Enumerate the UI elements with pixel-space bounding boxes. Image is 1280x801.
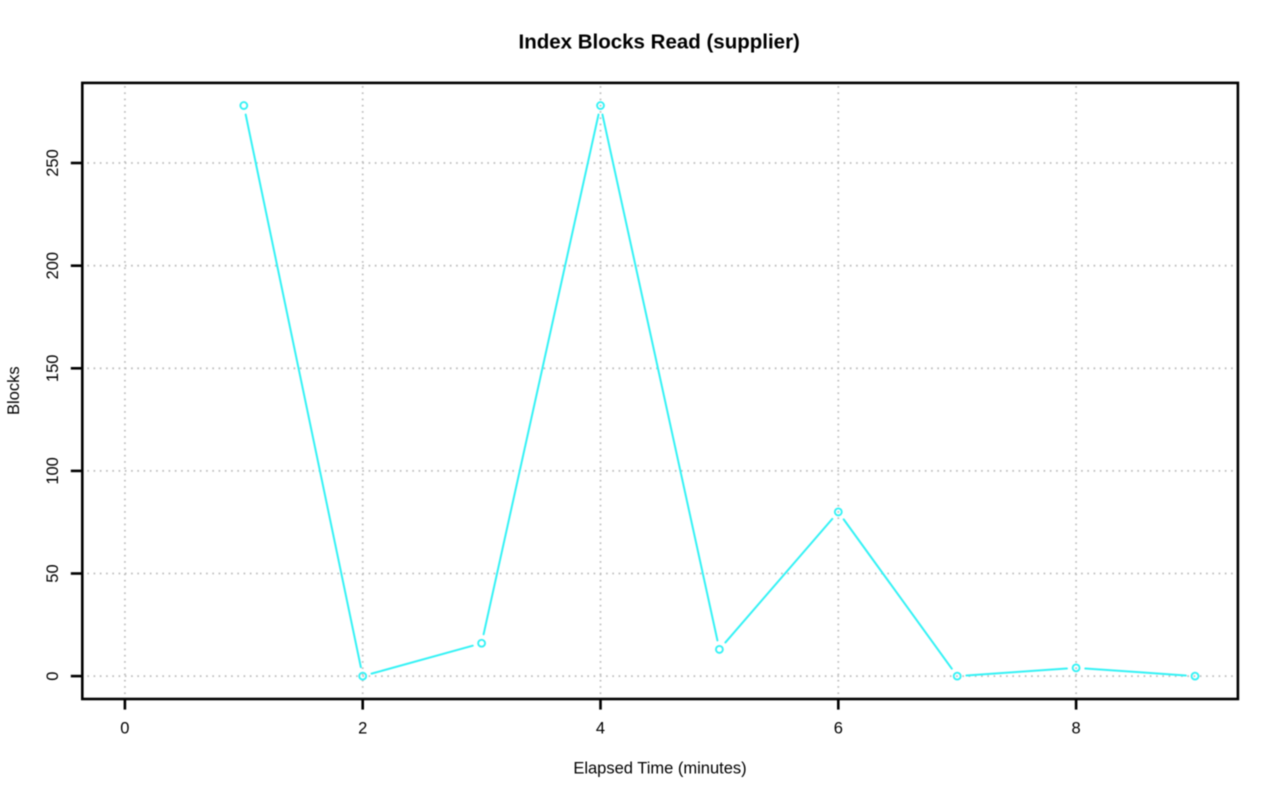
svg-text:8: 8 [1072,720,1081,738]
svg-text:4: 4 [596,720,605,738]
svg-text:2: 2 [358,720,367,738]
svg-text:0: 0 [44,672,62,681]
svg-text:150: 150 [44,355,62,383]
svg-text:6: 6 [834,720,843,738]
svg-text:Elapsed Time (minutes): Elapsed Time (minutes) [573,760,746,778]
svg-text:0: 0 [120,720,129,738]
svg-text:Blocks: Blocks [5,366,23,415]
svg-text:Index Blocks Read (supplier): Index Blocks Read (supplier) [519,31,800,54]
svg-text:200: 200 [44,252,62,280]
svg-text:250: 250 [44,149,62,177]
svg-text:100: 100 [44,457,62,485]
svg-text:50: 50 [44,564,62,582]
